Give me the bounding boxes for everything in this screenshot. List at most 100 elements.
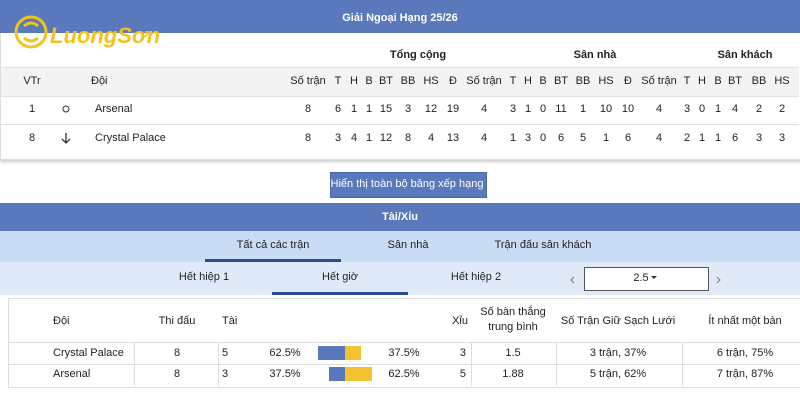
column-header: HS <box>423 75 439 87</box>
played: 8 <box>173 347 181 359</box>
under-pct: 62.5% <box>388 368 420 380</box>
team-name: Arsenal <box>95 103 133 115</box>
column-header: B <box>539 75 547 87</box>
logo-icon <box>14 15 48 49</box>
ou-column-header: Xỉu <box>452 315 468 327</box>
ou-column-header: Ít nhất một bàn <box>708 315 782 327</box>
stat-cell: 1 <box>524 103 532 115</box>
column-header: T <box>683 75 691 87</box>
column-header: T <box>509 75 517 87</box>
column-header: H <box>350 75 358 87</box>
stat-cell: 8 <box>304 103 312 115</box>
stat-cell: 1 <box>365 132 373 144</box>
stat-cell: 12 <box>379 132 393 144</box>
trend-down-icon <box>61 133 71 144</box>
trend-same-icon <box>62 105 70 113</box>
stat-cell: 1 <box>365 103 373 115</box>
ou-column-header: Số Trận Giữ Sạch Lưới <box>560 315 676 327</box>
stat-cell: 8 <box>304 132 312 144</box>
column-header: T <box>334 75 342 87</box>
column-header: B <box>365 75 373 87</box>
tab[interactable]: Trận đấu sân khách <box>494 239 592 251</box>
column-header: Số trận <box>641 75 677 87</box>
column-separator <box>471 343 472 386</box>
ou-row-divider <box>8 364 800 365</box>
column-header: VTr <box>23 75 41 87</box>
stat-cell: 3 <box>755 132 763 144</box>
played: 8 <box>173 368 181 380</box>
column-header: H <box>698 75 706 87</box>
over-pct: 62.5% <box>269 347 301 359</box>
stat-cell: 2 <box>755 103 763 115</box>
over-pct: 37.5% <box>269 368 301 380</box>
next-arrow[interactable] <box>713 274 723 286</box>
ou-row-divider <box>8 342 800 343</box>
tab[interactable]: Tất cả các trận <box>236 239 310 251</box>
league-title: Giải Ngoại Hạng 25/26 <box>342 12 458 24</box>
stat-cell: 0 <box>698 103 706 115</box>
column-separator <box>682 343 683 386</box>
stat-cell: 3 <box>404 103 412 115</box>
column-header: BB <box>575 75 591 87</box>
team-name: Crystal Palace <box>95 132 166 144</box>
ou-column-header: Thi đấu <box>158 315 196 327</box>
ou-column-header: Đội <box>53 315 70 327</box>
stat-cell: 15 <box>379 103 393 115</box>
column-header: Đ <box>449 75 457 87</box>
column-header: Đội <box>91 75 108 87</box>
over-bar <box>318 346 345 360</box>
stat-cell: 1 <box>579 103 587 115</box>
stat-cell: 6 <box>624 132 632 144</box>
dropdown-caret <box>651 276 657 279</box>
column-separator <box>218 343 219 386</box>
stat-cell: 12 <box>424 103 438 115</box>
tab[interactable]: Sân nhà <box>387 239 429 251</box>
scored: 6 trận, 75% <box>716 347 774 359</box>
stat-cell: 8 <box>28 132 36 144</box>
stat-cell: 1 <box>698 132 706 144</box>
column-header: BT <box>553 75 569 87</box>
prev-arrow[interactable] <box>568 274 578 286</box>
stat-cell: 5 <box>579 132 587 144</box>
show-all-button[interactable] <box>330 172 487 198</box>
under-bar <box>345 346 362 360</box>
subtab[interactable]: Hết hiệp 2 <box>450 271 502 283</box>
stat-cell: 0 <box>539 132 547 144</box>
show-all-label[interactable]: Hiển thị toàn bộ bảng xếp hạng <box>330 178 484 190</box>
logo-text: LuongSơn <box>50 23 161 48</box>
stat-cell: 4 <box>655 103 663 115</box>
over-bar <box>328 367 345 381</box>
column-separator <box>134 343 135 386</box>
stat-cell: 4 <box>350 132 358 144</box>
column-header-bg <box>1 67 799 97</box>
stat-cell: 0 <box>539 103 547 115</box>
subtab[interactable]: Hết hiệp 1 <box>178 271 230 283</box>
stat-cell: 1 <box>714 103 722 115</box>
avg-goals: 1.88 <box>502 368 524 380</box>
stat-cell: 2 <box>778 103 786 115</box>
section-bar <box>0 203 800 231</box>
stat-cell: 2 <box>683 132 691 144</box>
stat-cell: 4 <box>480 132 488 144</box>
stat-cell: 1 <box>28 103 36 115</box>
clean-sheets: 3 trận, 37% <box>589 347 647 359</box>
group-header: Sân khách <box>717 49 773 61</box>
clean-sheets: 5 trận, 62% <box>589 368 647 380</box>
under-pct: 37.5% <box>388 347 420 359</box>
stat-cell: 8 <box>404 132 412 144</box>
line-dropdown[interactable] <box>584 267 709 291</box>
stat-cell: 1 <box>602 132 610 144</box>
ou-table <box>8 298 800 388</box>
header-bar <box>0 0 800 33</box>
column-separator <box>556 343 557 386</box>
stat-cell: 1 <box>509 132 517 144</box>
team-name: Crystal Palace <box>53 347 124 359</box>
subtab[interactable]: Hết giờ <box>322 271 358 283</box>
stat-cell: 4 <box>731 103 739 115</box>
column-header: BT <box>378 75 394 87</box>
tab-underline <box>205 259 341 262</box>
stat-cell: 11 <box>555 103 567 115</box>
stat-cell: 4 <box>655 132 663 144</box>
column-header: Số trận <box>290 75 326 87</box>
